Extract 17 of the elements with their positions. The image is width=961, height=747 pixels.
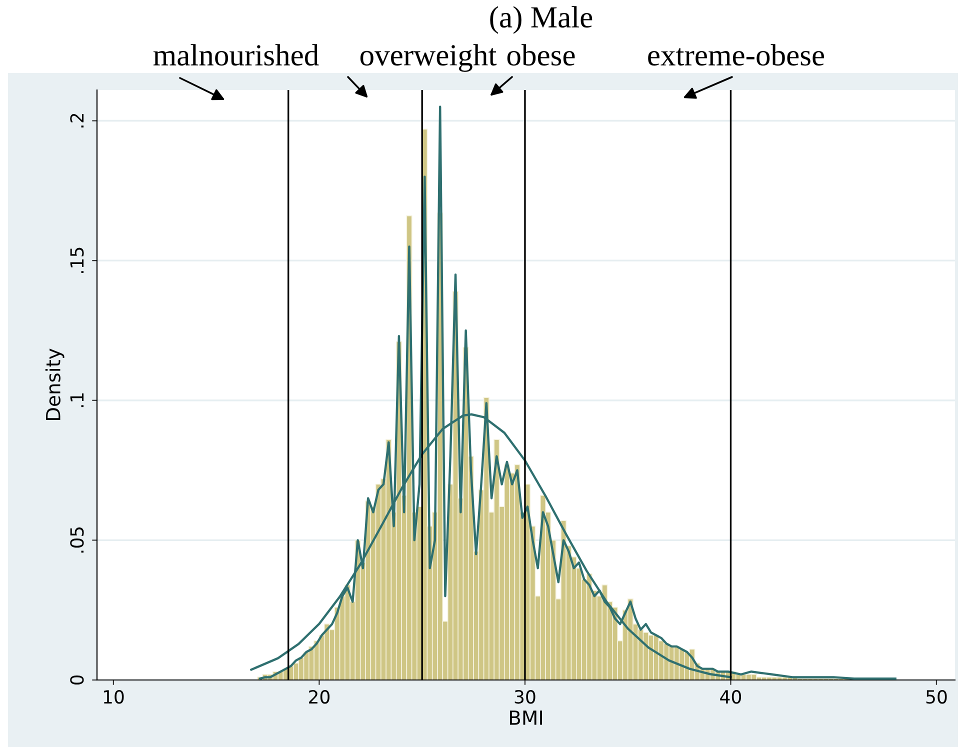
text: obese (507, 44, 575, 66)
x-tick-label: 10 (104, 690, 124, 704)
y-tick-label: .1 (70, 393, 84, 408)
x-axis-title: BMI (510, 710, 542, 725)
x-tick-label: 30 (514, 690, 536, 704)
y-tick-label: .05 (70, 527, 84, 553)
text: overweight (360, 44, 497, 72)
x-tick-label: 50 (926, 690, 947, 704)
x-tick-label: 20 (309, 690, 330, 704)
y-tick-label: 0 (70, 675, 84, 685)
text: extreme-obese (648, 44, 824, 66)
text: malnourished (153, 44, 319, 66)
x-tick-label: 40 (720, 690, 742, 704)
y-axis-title: Density (45, 348, 64, 420)
y-tick-label: .15 (70, 248, 84, 273)
y-tick-label: .2 (70, 114, 84, 128)
chart-title: (a) Male (490, 6, 592, 34)
